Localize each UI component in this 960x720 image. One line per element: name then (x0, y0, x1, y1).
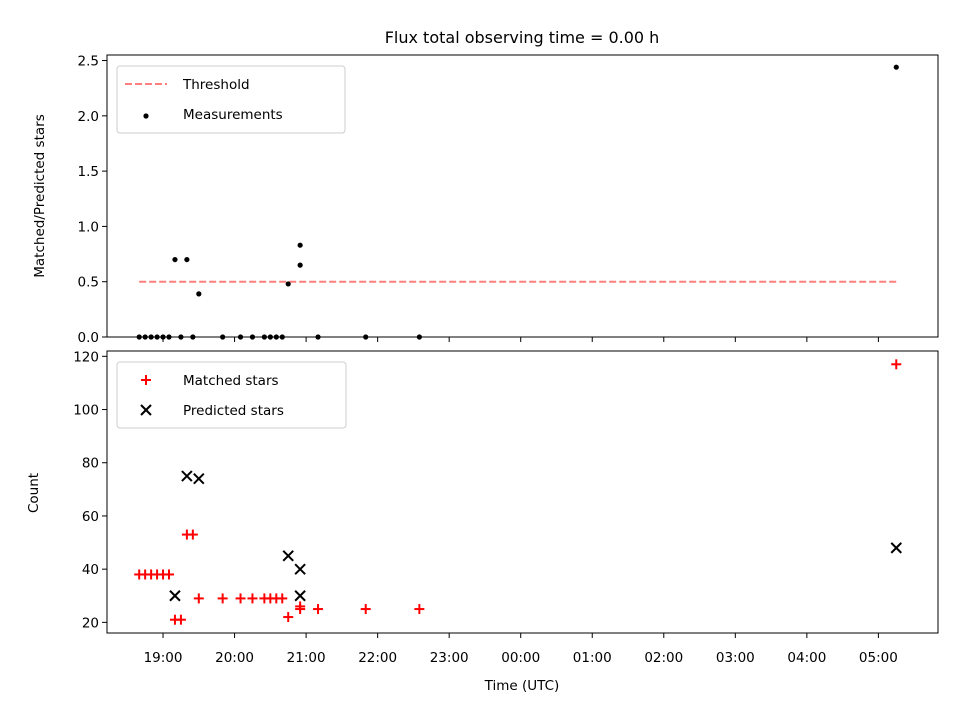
top-plot-border (106, 54, 939, 338)
top-plot-y-label: Matched/Predicted stars (32, 114, 48, 277)
matched-star-point (414, 604, 425, 615)
y-tick-label: 100 (73, 403, 99, 419)
bottom-plot-x-ticks: 19:00 20:00 21:00 22:00 23:00 00:00 01:00 02:00… (144, 633, 898, 666)
bottom-plot-y-ticks: 20 40 60 80 100 120 (73, 349, 107, 631)
predicted-star-point (169, 590, 181, 602)
matched-star-point (247, 593, 258, 604)
legend-predicted-label: Predicted stars (183, 403, 284, 419)
measurement-point (285, 281, 291, 287)
legend-plus-marker (141, 375, 151, 385)
matched-star-point (193, 593, 204, 604)
y-tick-label: 1.0 (78, 219, 99, 235)
measurement-point (297, 262, 303, 268)
measurement-point (172, 256, 178, 263)
x-tick-label: 20:00 (215, 650, 254, 666)
bottom-plot-y-label: Count (26, 473, 42, 513)
matched-star-point (187, 529, 198, 540)
legend-x-marker (140, 404, 152, 416)
measurement-point (297, 242, 303, 248)
y-tick-label: 60 (82, 509, 99, 525)
x-tick-label: 04:00 (787, 650, 826, 666)
predicted-star-point (193, 472, 205, 485)
x-tick-label: 22:00 (358, 650, 397, 666)
legend-measurements-swatch (143, 113, 149, 119)
y-tick-label: 80 (82, 456, 99, 472)
legend-predicted-swatch (140, 404, 152, 416)
legend-matched-label: Matched stars (183, 373, 279, 389)
measurement-point (196, 291, 202, 297)
x-tick-label: 23:00 (430, 650, 469, 666)
legend-matched-swatch (141, 375, 151, 385)
y-tick-label: 2.5 (78, 54, 99, 70)
measurement-point (893, 64, 899, 70)
bottom-legend-box (116, 361, 347, 429)
bottom-legend: Matched stars Predicted stars (116, 361, 347, 429)
matched-star-point (295, 604, 306, 615)
predicted-star-point (294, 590, 306, 602)
x-tick-label: 21:00 (287, 650, 326, 666)
legend-measurements-label: Measurements (183, 107, 283, 123)
legend-threshold-label: Threshold (182, 77, 250, 93)
top-plot-marks (136, 64, 899, 340)
y-tick-label: 1.5 (78, 164, 99, 180)
matched-star-point (163, 569, 174, 580)
x-tick-label: 01:00 (573, 650, 612, 666)
top-plot-title: Flux total observing time = 0.00 h (385, 28, 660, 47)
y-tick-label: 2.0 (78, 109, 99, 125)
matched-star-point (360, 604, 371, 615)
x-tick-label: 00:00 (501, 650, 540, 666)
predicted-star-point (282, 550, 294, 562)
y-tick-label: 0.5 (78, 275, 99, 291)
matched-star-point (283, 612, 294, 623)
bottom-plot-border (106, 350, 939, 634)
y-tick-label: 0.0 (78, 330, 99, 346)
matched-star-point (175, 614, 186, 625)
matched-star-point (891, 359, 902, 370)
predicted-star-point (294, 563, 306, 575)
bottom-plot-x-label: Time (UTC) (484, 678, 560, 694)
matched-star-point (217, 593, 228, 604)
x-tick-label: 05:00 (859, 650, 898, 666)
top-legend: Threshold Measurements (116, 65, 346, 134)
top-plot-x-ticks (162, 337, 879, 342)
y-tick-label: 120 (73, 349, 99, 365)
bottom-plot: 20 40 60 80 100 120 19:00 20:00 21:00 22:00 23:00… (26, 349, 939, 694)
y-tick-label: 40 (82, 562, 99, 578)
top-plot-y-ticks: 0.0 0.5 1.0 1.5 2.0 2.5 (78, 54, 107, 346)
bottom-plot-marks (134, 359, 902, 625)
top-plot: 0.0 0.5 1.0 1.5 2.0 2.5 Matched/Predicted sta… (32, 54, 939, 346)
matched-star-point (313, 604, 324, 615)
matched-star-point (235, 593, 246, 604)
matched-star-point (277, 593, 288, 604)
x-tick-label: 02:00 (644, 650, 683, 666)
y-tick-label: 20 (82, 615, 99, 631)
predicted-star-point (181, 470, 193, 482)
x-tick-label: 03:00 (716, 650, 755, 666)
predicted-star-point (890, 542, 902, 554)
measurement-point (184, 256, 190, 263)
x-tick-label: 19:00 (144, 650, 183, 666)
top-legend-box (116, 65, 346, 134)
